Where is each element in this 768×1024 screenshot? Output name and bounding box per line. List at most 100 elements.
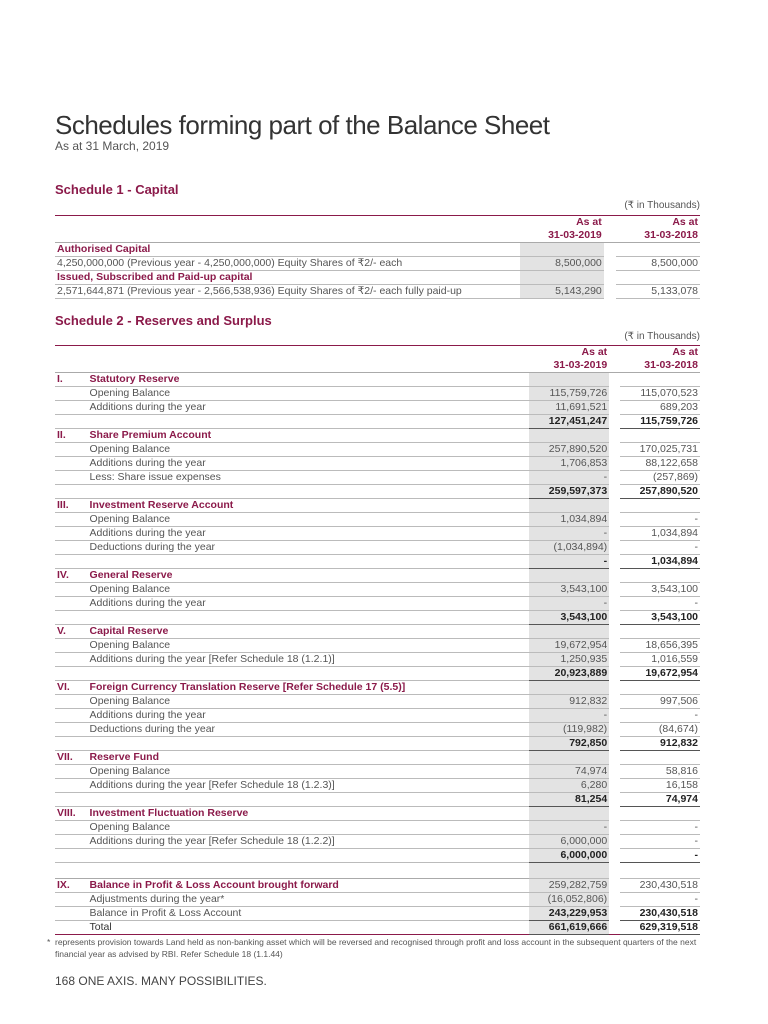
section-heading: Capital Reserve (87, 625, 529, 639)
footnote-text: represents provision towards Land held a… (55, 937, 697, 959)
value-2019: 1,706,853 (528, 457, 610, 471)
column-header-1: As at 31-03-2019 (519, 216, 604, 243)
table-row: Total 661,619,666 629,319,518 (55, 921, 700, 935)
value-2018: (84,674) (619, 723, 700, 737)
column-gap (609, 415, 620, 429)
column-header-line: As at (576, 216, 602, 228)
row-label: 2,571,644,871 (Previous year - 2,566,538… (55, 285, 520, 299)
column-gap (609, 555, 620, 569)
column-gap (609, 471, 620, 485)
column-gap (603, 243, 616, 257)
value-2018 (619, 751, 700, 765)
section-number (55, 471, 88, 485)
column-gap (609, 907, 620, 921)
value-2019: - (528, 471, 610, 485)
value-2018: 115,070,523 (619, 387, 700, 401)
value-2018: - (619, 541, 700, 555)
section-number (55, 457, 88, 471)
row-label: Opening Balance (87, 387, 529, 401)
row-label (87, 555, 529, 569)
section-number: VI. (55, 681, 88, 695)
table-row: 4,250,000,000 (Previous year - 4,250,000… (55, 257, 700, 271)
value-2019: 127,451,247 (528, 415, 610, 429)
value-2018: 115,759,726 (619, 415, 700, 429)
column-gap (609, 737, 620, 751)
table-row: Deductions during the year (119,982) (84,6… (55, 723, 700, 737)
section-number (55, 849, 88, 863)
column-gap (609, 346, 620, 373)
value-2019: 20,923,889 (528, 667, 610, 681)
column-gap (609, 569, 620, 583)
section-number (55, 921, 88, 935)
value-2019: - (528, 597, 610, 611)
value-2018: 74,974 (619, 793, 700, 807)
value-2019: 1,034,894 (528, 513, 610, 527)
value-2019: 6,000,000 (528, 835, 610, 849)
row-label (87, 863, 529, 879)
table-row: Adjustments during the year* (16,052,806)… (55, 893, 700, 907)
column-header-date: 31-03-2018 (644, 229, 698, 241)
column-gap (609, 793, 620, 807)
section-number (55, 555, 88, 569)
row-label (87, 415, 529, 429)
column-header-line: As at (581, 346, 608, 358)
section-number: III. (55, 499, 88, 513)
value-2018: 16,158 (619, 779, 700, 793)
table-row: 81,254 74,974 (55, 793, 700, 807)
value-2018: - (619, 835, 700, 849)
value-2019: 661,619,666 (528, 921, 610, 935)
value-2019: 11,691,521 (528, 401, 610, 415)
value-2019: (16,052,806) (528, 893, 610, 907)
section-heading: Investment Reserve Account (87, 499, 529, 513)
column-gap (603, 271, 616, 285)
value-2018: 997,506 (619, 695, 700, 709)
column-gap (609, 723, 620, 737)
section-heading: Balance in Profit & Loss Account brought… (87, 879, 529, 893)
value-2018: 629,319,518 (619, 921, 700, 935)
column-gap (609, 807, 620, 821)
header-spacer (55, 346, 529, 373)
value-2018 (619, 373, 700, 387)
row-label: Total (87, 921, 529, 935)
section-heading: Issued, Subscribed and Paid-up capital (55, 271, 520, 285)
value-2018: 230,430,518 (619, 907, 700, 921)
table-row: Additions during the year [Refer Schedul… (55, 779, 700, 793)
value-2019: 259,282,759 (528, 879, 610, 893)
value-2018: - (619, 849, 700, 863)
schedule-2-unit: (₹ in Thousands) (624, 331, 700, 342)
schedule-1-title: Schedule 1 - Capital (55, 182, 179, 197)
table-row: Opening Balance 74,974 58,816 (55, 765, 700, 779)
value-2018 (619, 569, 700, 583)
row-label: Opening Balance (87, 695, 529, 709)
column-header-date: 31-03-2019 (548, 229, 602, 241)
column-header-2: As at 31-03-2018 (619, 346, 700, 373)
table-row: Opening Balance 1,034,894- (55, 513, 700, 527)
value-2019: 6,000,000 (528, 849, 610, 863)
column-gap (609, 597, 620, 611)
table-row: Additions during the year - - (55, 597, 700, 611)
section-heading: Foreign Currency Translation Reserve [Re… (87, 681, 529, 695)
value-2019: - (528, 555, 610, 569)
section-heading: Statutory Reserve (87, 373, 529, 387)
column-header-2: As at 31-03-2018 (615, 216, 700, 243)
row-label: Opening Balance (87, 639, 529, 653)
row-label: Opening Balance (87, 513, 529, 527)
column-gap (609, 893, 620, 907)
row-label: Opening Balance (87, 583, 529, 597)
header-spacer (55, 216, 520, 243)
column-gap (609, 667, 620, 681)
column-gap (609, 779, 620, 793)
section-number (55, 723, 88, 737)
table-row: VII. Reserve Fund (55, 751, 700, 765)
section-number (55, 907, 88, 921)
column-gap (609, 681, 620, 695)
column-header-date: 31-03-2018 (644, 359, 698, 371)
column-gap (609, 443, 620, 457)
row-label: Additions during the year (87, 709, 529, 723)
value-2019 (528, 681, 610, 695)
table-row: VIII. Investment Fluctuation Reserve (55, 807, 700, 821)
value-2018: 3,543,100 (619, 611, 700, 625)
value-2019: 74,974 (528, 765, 610, 779)
row-label (87, 611, 529, 625)
row-label: Additions during the year (87, 401, 529, 415)
